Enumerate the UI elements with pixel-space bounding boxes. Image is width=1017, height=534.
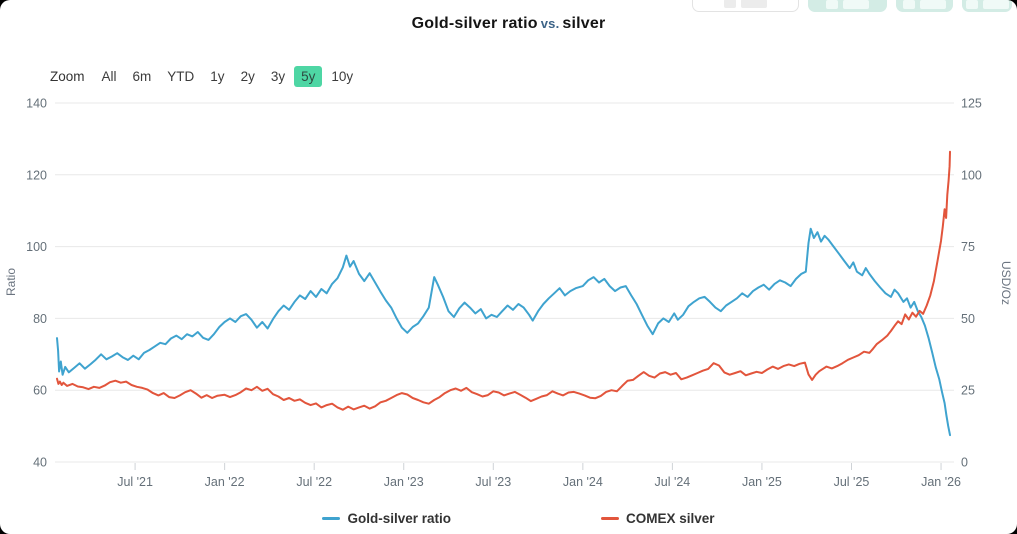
range-option-10y[interactable]: 10y	[331, 69, 354, 84]
chart-title: Gold-silver ratio vs. silver	[0, 15, 1017, 33]
range-option-3y[interactable]: 3y	[270, 69, 286, 84]
y-right-tick-label: 25	[961, 384, 975, 398]
range-option-1y[interactable]: 1y	[210, 69, 225, 84]
button-label-ghost	[982, 0, 1009, 9]
range-option-all[interactable]: All	[101, 69, 117, 84]
chart-title-vs: vs.	[540, 16, 560, 31]
y-left-tick-label: 60	[33, 384, 47, 398]
range-option-ytd[interactable]: YTD	[167, 69, 195, 84]
button-label-ghost	[920, 0, 946, 9]
y-left-tick-label: 40	[33, 456, 47, 470]
x-tick-label: Jul '22	[296, 475, 332, 489]
toolbar-icon	[965, 0, 978, 9]
range-options: All 6m YTD 1y 2y 3y 5y 10y	[94, 66, 362, 87]
range-option-5y[interactable]: 5y	[294, 66, 323, 87]
toolbar-icon	[903, 0, 915, 9]
range-toolbar: Zoom All 6m YTD 1y 2y 3y 5y 10y	[50, 66, 362, 87]
top-toolbar	[692, 0, 1012, 12]
y-right-tick-label: 125	[961, 97, 982, 111]
button-label-ghost	[741, 0, 767, 8]
x-tick-label: Jan '25	[742, 475, 782, 489]
x-tick-label: Jul '24	[655, 475, 691, 489]
x-tick-label: Jul '21	[117, 475, 153, 489]
y-left-tick-label: 140	[26, 97, 47, 111]
y-right-tick-label: 0	[961, 456, 968, 470]
y-right-axis-title: USD/Oz	[999, 261, 1013, 305]
x-tick-label: Jan '23	[384, 475, 424, 489]
y-left-axis-title: Ratio	[4, 268, 18, 296]
toolbar-3-button[interactable]	[896, 0, 953, 12]
chart-title-suffix: silver	[562, 15, 606, 32]
legend-label: Gold-silver ratio	[347, 511, 451, 526]
toolbar-icon	[826, 0, 838, 9]
toolbar-4-button[interactable]	[962, 0, 1012, 12]
chart-title-main: Gold-silver ratio	[411, 15, 538, 32]
legend-item-gold-silver-ratio[interactable]: Gold-silver ratio	[322, 511, 451, 526]
chart-legend: Gold-silver ratio COMEX silver	[20, 511, 1017, 526]
range-toolbar-label: Zoom	[50, 69, 85, 84]
legend-dash-icon	[322, 517, 341, 520]
range-option-6m[interactable]: 6m	[132, 69, 152, 84]
x-tick-label: Jul '25	[834, 475, 870, 489]
range-option-2y[interactable]: 2y	[240, 69, 255, 84]
share-button[interactable]	[692, 0, 799, 12]
toolbar-2-button[interactable]	[808, 0, 887, 12]
legend-label: COMEX silver	[625, 511, 715, 526]
series-line-gold-silver-ratio	[56, 227, 951, 437]
series-line-comex-silver	[56, 150, 951, 411]
y-left-tick-label: 80	[33, 312, 47, 326]
y-left-tick-label: 100	[26, 240, 47, 254]
y-right-tick-label: 50	[961, 312, 975, 326]
y-right-tick-label: 100	[961, 168, 982, 182]
y-right-tick-label: 75	[961, 240, 975, 254]
x-tick-label: Jan '24	[563, 475, 603, 489]
x-tick-label: Jan '26	[921, 475, 961, 489]
button-label-ghost	[843, 0, 869, 9]
y-left-tick-label: 120	[26, 168, 47, 182]
x-tick-label: Jul '23	[475, 475, 511, 489]
legend-item-comex-silver[interactable]: COMEX silver	[600, 511, 715, 526]
legend-dash-icon	[600, 517, 619, 520]
x-tick-label: Jan '22	[205, 475, 245, 489]
share-icon	[724, 0, 736, 8]
